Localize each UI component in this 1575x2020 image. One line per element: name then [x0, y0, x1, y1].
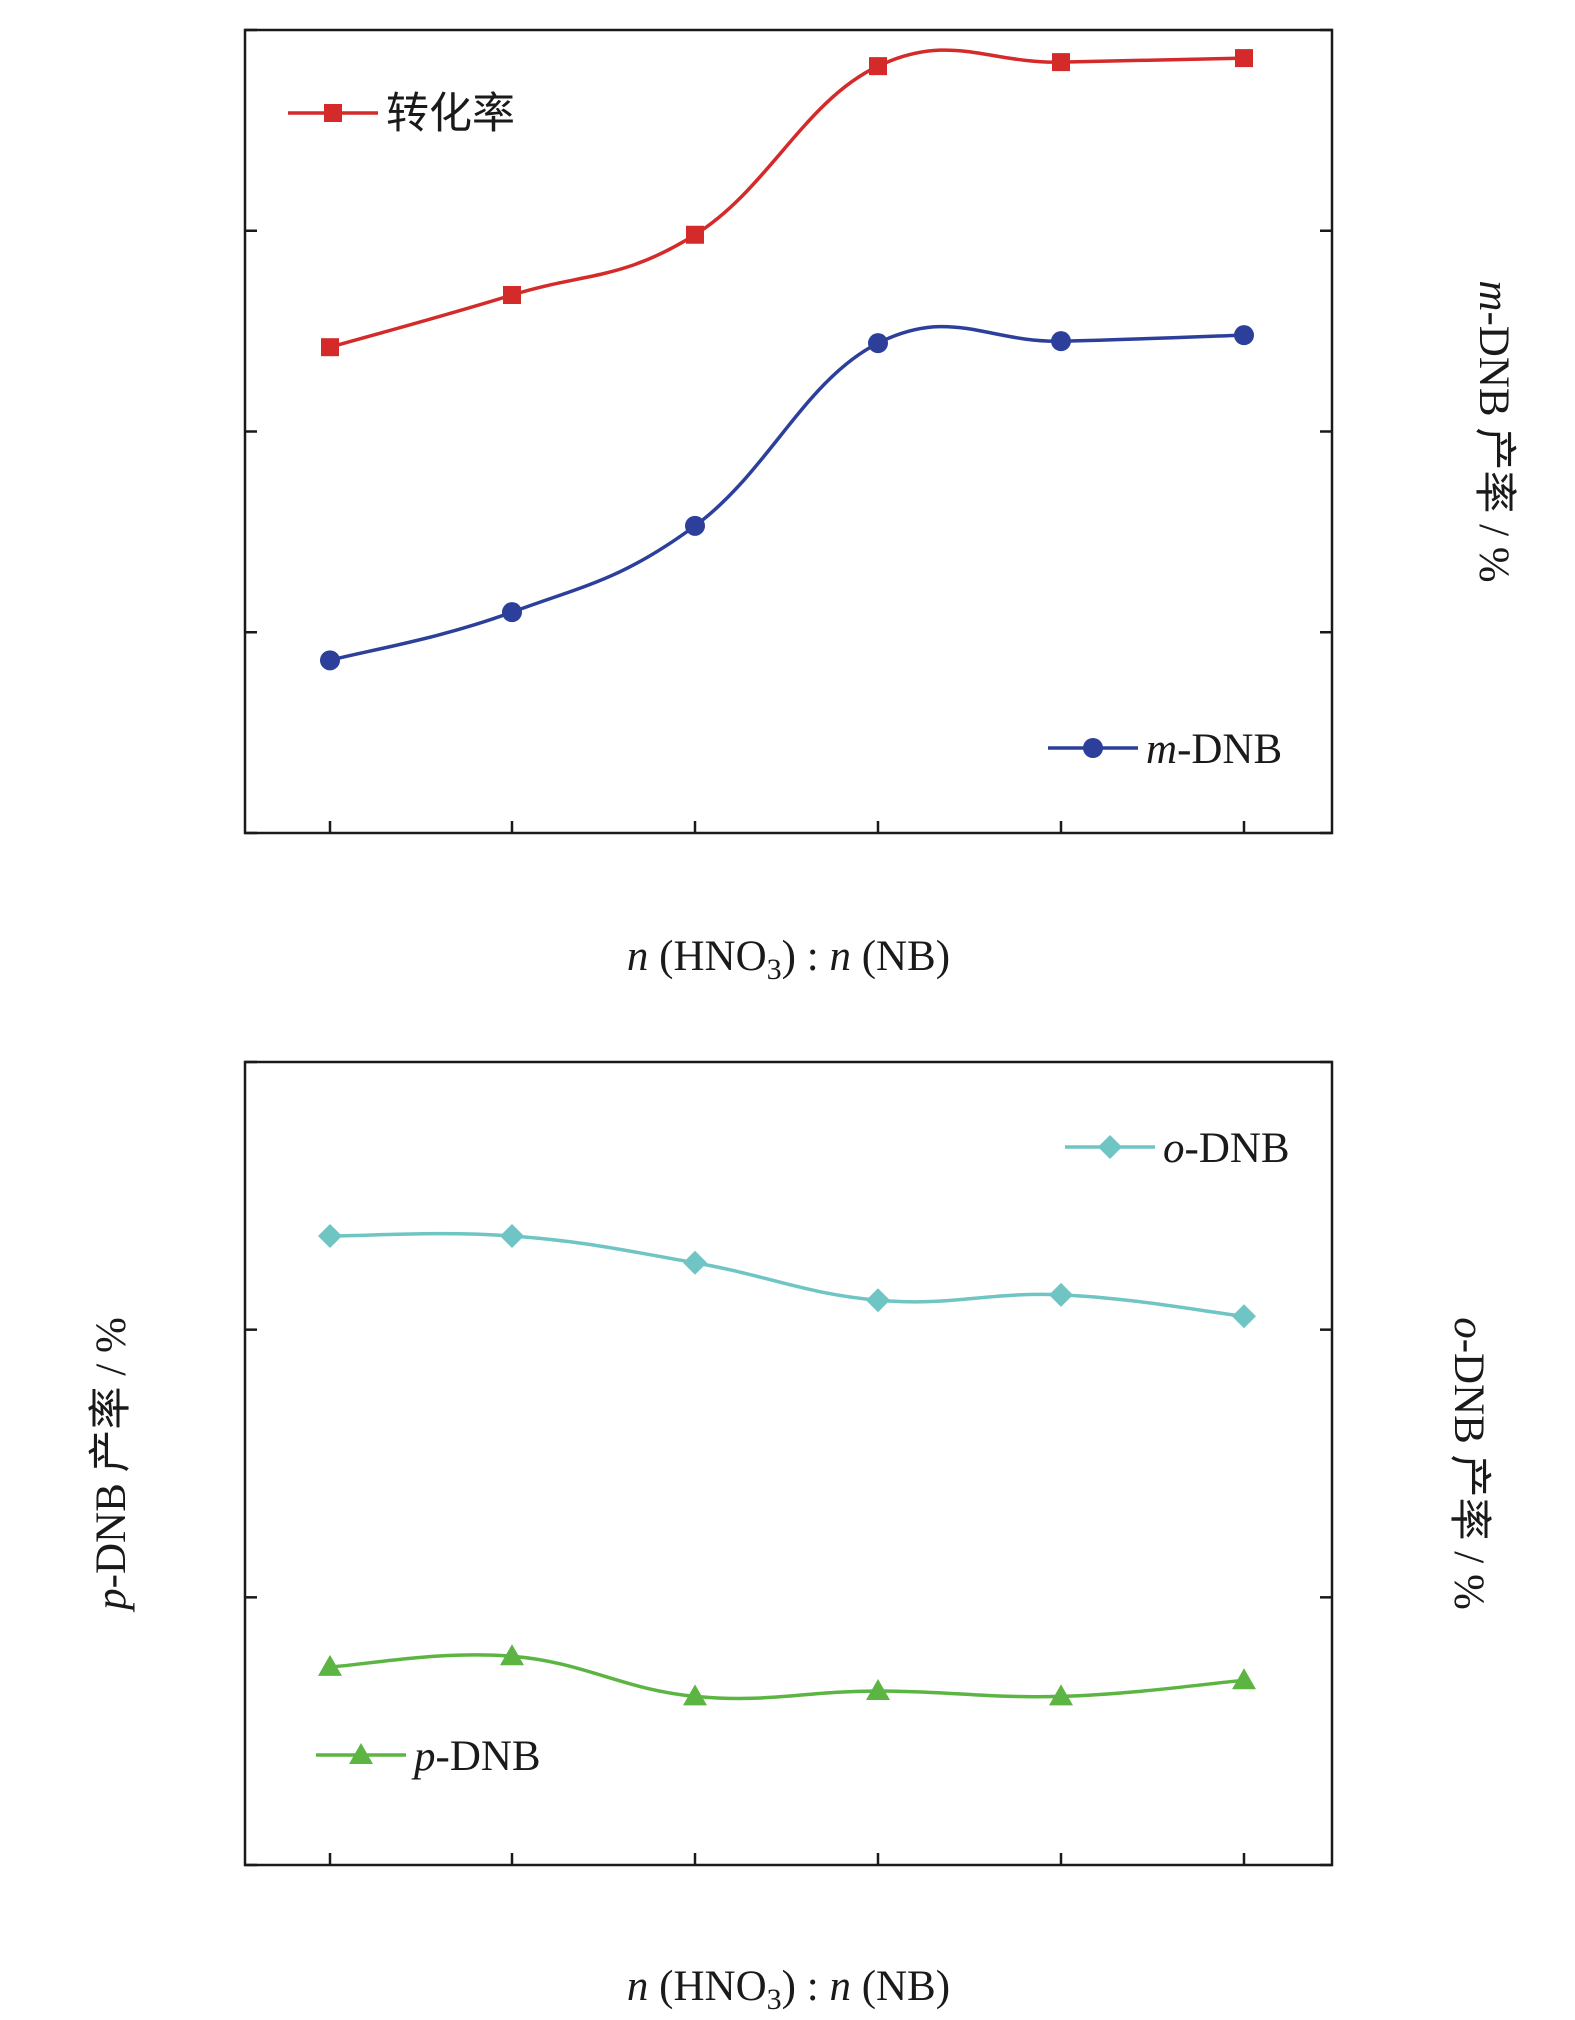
- x-axis-title-part: (NB): [851, 1963, 950, 2010]
- legend-label-part: o: [1163, 1125, 1185, 1172]
- data-point: [500, 1644, 524, 1666]
- y-axis-title-right-part: m: [1470, 280, 1517, 311]
- legend-label: 转化率: [386, 90, 515, 138]
- x-axis-title-part: n: [829, 933, 851, 980]
- legend-label-part: -DNB: [1177, 726, 1282, 773]
- y-axis-title-left: p-DNB 产率 / %: [87, 1317, 135, 1613]
- chart-panel-2: n (HNO3) : n (NB)p-DNB 产率 / % o-DNB 产率 / …: [87, 1060, 1493, 2016]
- series-line: [329, 1231, 1245, 1319]
- x-axis-title-part: n: [627, 933, 649, 980]
- legend-转化率: 转化率: [288, 90, 515, 138]
- series-o-DNB: [318, 1223, 1256, 1329]
- y-axis-title-right-part: -DNB 产率 / %: [1470, 311, 1518, 582]
- x-axis-title-part: (NB): [851, 933, 950, 980]
- legend-marker: [349, 1743, 373, 1764]
- data-point: [683, 1250, 707, 1275]
- y-axis-title-left-part: -DNB 产率 / %: [87, 1317, 135, 1588]
- x-axis-title-part: (HNO: [648, 1963, 766, 2010]
- data-point: [500, 1223, 524, 1248]
- series-转化率: [321, 48, 1253, 357]
- data-point: [502, 602, 522, 623]
- data-point: [1052, 53, 1070, 72]
- data-point: [1234, 325, 1254, 346]
- legend-marker: [1083, 738, 1103, 758]
- y-axis-title-right: m-DNB 产率 / %: [1470, 280, 1518, 582]
- legend-label: m-DNB: [1146, 726, 1282, 773]
- x-axis-title-part: n: [627, 1963, 649, 2010]
- data-point: [683, 1684, 707, 1706]
- x-axis-title-part: ) :: [782, 933, 830, 980]
- legend-marker: [324, 104, 342, 122]
- x-axis-title-part: 3: [767, 1983, 782, 2016]
- legend-label-part: p: [411, 1733, 436, 1780]
- legend-label-part: m: [1146, 726, 1177, 773]
- y-axis-title-right-part: -DNB 产率 / %: [1445, 1339, 1493, 1610]
- series-line: [329, 1653, 1245, 1701]
- legend-m-DNB: m-DNB: [1048, 726, 1282, 773]
- legend-label: p-DNB: [411, 1733, 541, 1780]
- legend-marker: [1098, 1135, 1122, 1159]
- data-point: [686, 225, 704, 244]
- y-axis-title-left-part: p: [88, 1588, 135, 1613]
- y-axis-title-right: o-DNB 产率 / %: [1445, 1317, 1493, 1610]
- data-point: [503, 285, 521, 304]
- data-point: [869, 57, 887, 76]
- legend-label-part: 转化率: [386, 90, 515, 138]
- data-point: [866, 1679, 890, 1701]
- data-point: [318, 1223, 342, 1248]
- data-point: [1051, 331, 1071, 352]
- x-axis-title-part: ) :: [782, 1963, 830, 2010]
- plot-frame: [243, 1060, 1334, 1867]
- data-point: [1049, 1282, 1073, 1307]
- data-point: [321, 338, 339, 357]
- data-point: [866, 1288, 890, 1313]
- series-p-DNB: [318, 1644, 1256, 1706]
- legend-p-DNB: p-DNB: [316, 1733, 541, 1780]
- x-axis-title-part: (HNO: [648, 933, 766, 980]
- data-point: [685, 515, 705, 536]
- legend-label-part: -DNB: [1185, 1125, 1290, 1172]
- data-point: [1235, 49, 1253, 68]
- legend-label-part: -DNB: [436, 1733, 541, 1780]
- data-point: [868, 333, 888, 354]
- data-point: [1232, 1668, 1256, 1690]
- data-point: [320, 650, 340, 671]
- x-axis-title-part: 3: [767, 953, 782, 986]
- data-point: [1232, 1304, 1256, 1329]
- data-point: [318, 1654, 342, 1676]
- plot-frame: [243, 28, 1334, 835]
- series-line: [329, 324, 1245, 663]
- legend-o-DNB: o-DNB: [1065, 1125, 1290, 1172]
- data-point: [1049, 1684, 1073, 1706]
- x-axis-title-part: n: [829, 1963, 851, 2010]
- series-m-DNB: [320, 324, 1254, 671]
- legend-label: o-DNB: [1163, 1125, 1290, 1172]
- y-axis-title-right-part: o: [1445, 1317, 1492, 1339]
- x-axis-title: n (HNO3) : n (NB): [627, 1963, 950, 2016]
- x-axis-title: n (HNO3) : n (NB): [627, 933, 950, 986]
- series-line: [329, 48, 1245, 349]
